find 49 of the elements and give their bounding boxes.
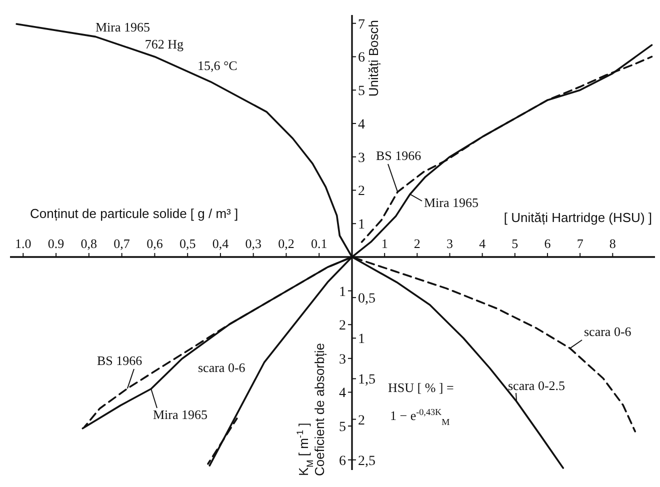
y-tick-label: 6 [339, 454, 346, 469]
annotation: HSU [ % ] = [388, 380, 454, 395]
y-tick-label: 3 [339, 352, 346, 368]
y2-tick-label: 2,5 [358, 454, 376, 469]
legend-label: Mira 1965 [153, 407, 208, 422]
series-label: scara 0-2.5 [508, 378, 566, 393]
x-tick-label: 5 [512, 236, 518, 251]
y-tick-label: 7 [358, 17, 365, 32]
y-tick-label: 3 [358, 150, 365, 166]
x-tick-label: 8 [609, 236, 616, 251]
y-tick-label: 4 [339, 386, 346, 402]
annotation: Coeficient de absorbție [312, 343, 327, 476]
x-tick-label: 0,3 [245, 236, 262, 251]
x-tick-label: 4 [479, 236, 486, 251]
x-tick-label: 0.9 [48, 236, 64, 251]
y-tick-label: 6 [358, 50, 365, 66]
annotation: scara 0-6 [198, 360, 246, 375]
x-tick-label: 0,8 [80, 236, 98, 251]
y-tick-label: 5 [358, 84, 365, 100]
x-tick-label: 0.1 [310, 236, 328, 251]
x-axis-title: Conținut de particule solide [ g / m³ ] [30, 206, 238, 221]
y2-tick-label: 0,5 [358, 292, 376, 307]
x-tick-label: 1 [381, 236, 388, 251]
y-tick-label: 1 [358, 218, 365, 233]
x-tick-label: 0,4 [212, 236, 230, 251]
series-label: BS 1966 [376, 148, 422, 163]
x-tick-label: 0,5 [179, 236, 196, 251]
y-tick-label: 4 [358, 117, 365, 132]
annotation: 762 Hg [144, 36, 184, 52]
x-tick-label: 0,2 [278, 236, 294, 251]
x-tick-label: 0,7 [114, 236, 130, 251]
y2-tick-label: 1,5 [358, 372, 376, 388]
y-tick-label: 2 [339, 318, 346, 334]
x-tick-label: 2 [414, 236, 420, 251]
annotation: 15,6 °C [197, 58, 238, 74]
series-label: scara 0-6 [584, 324, 632, 339]
series-label: BS 1966 [97, 353, 143, 368]
y-tick-label: 5 [339, 420, 346, 436]
x-tick-label: 1.0 [15, 236, 32, 251]
x-tick-label: 0,6 [146, 236, 164, 251]
y-tick-label: 1 [339, 284, 346, 300]
x-tick-label: 6 [544, 236, 552, 251]
y-tick-label: 2 [358, 184, 365, 200]
legend-label: Mira 1965 [424, 195, 479, 210]
x-axis-title: [ Unități Hartridge (HSU) ] [504, 210, 652, 225]
x-tick-label: 7 [576, 236, 584, 251]
y-axis-title: Unități Bosch [366, 20, 381, 97]
x-tick-label: 3 [446, 236, 453, 251]
annotation: Mira 1965 [96, 20, 150, 35]
